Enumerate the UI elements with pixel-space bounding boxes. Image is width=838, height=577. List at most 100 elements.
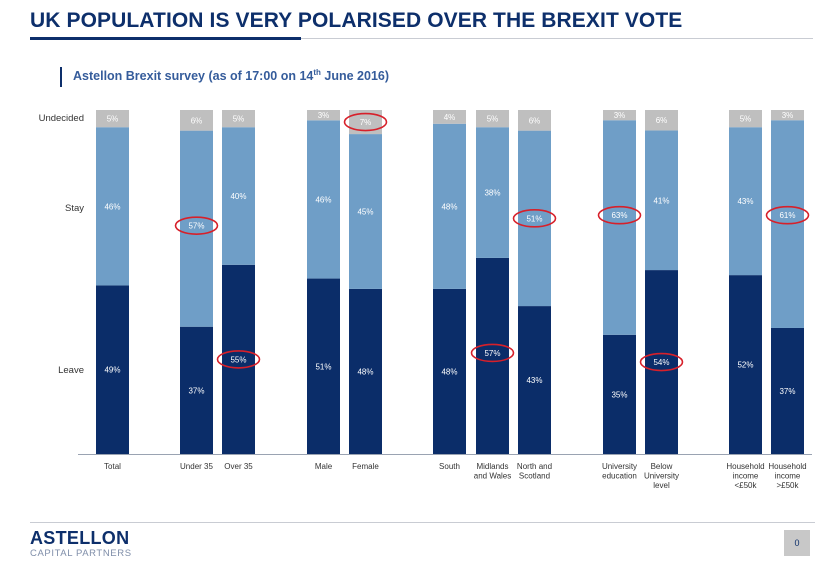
highlight-circle [512,209,557,228]
bar-segment-leave [518,306,551,454]
bar-segment-leave [307,278,340,454]
subtitle-date-end: June 2016) [320,69,390,84]
page-number: 0 [784,530,810,556]
data-label: 37% [779,387,795,396]
bar-segment-stay [180,130,213,327]
bar-segment-stay [222,127,255,265]
data-label: 46% [315,195,331,204]
data-label: 57% [188,222,204,231]
category-label: Household [768,462,806,471]
category-label: Household [726,462,764,471]
bar-segment-stay [729,127,762,276]
data-label: 54% [653,358,669,367]
data-label: 5% [107,115,119,124]
bar-segment-undecided [476,110,509,128]
chart-subtitle: Astellon Brexit survey (as of 17:00 on 1… [73,68,389,83]
row-label-undecided: Undecided [39,113,84,124]
category-label: Below [651,462,673,471]
data-label: 6% [656,116,668,125]
data-label: 7% [360,118,372,127]
data-label: 43% [526,376,542,385]
bar-segment-undecided [307,110,340,121]
bar-segment-leave [180,326,213,454]
category-label: >£50k [776,481,799,490]
data-label: 43% [737,197,753,206]
category-label: <£50k [734,481,757,490]
bar-segment-stay [603,120,636,335]
bar-segment-stay [476,127,509,258]
category-label: University [602,462,637,471]
category-label: Female [352,462,379,471]
category-label: income [775,472,801,481]
highlight-circle [174,216,219,235]
data-label: 51% [526,214,542,223]
row-label-stay: Stay [65,203,84,214]
data-label: 5% [233,115,245,124]
data-label: 48% [357,367,373,376]
category-label: North and [517,462,552,471]
category-label: income [733,472,759,481]
category-label: Under 35 [180,462,213,471]
category-label: University [644,472,679,481]
bar-segment-stay [518,130,551,307]
title-underline [30,37,301,40]
subtitle-accent-bar [60,67,62,87]
data-label: 5% [487,115,499,124]
bar-segment-undecided [222,110,255,128]
data-label: 45% [357,207,373,216]
category-label: Male [315,462,333,471]
data-label: 3% [318,111,330,120]
category-label: education [602,472,637,481]
slide-title: UK POPULATION IS VERY POLARISED OVER THE… [30,9,683,32]
bar-segment-undecided [96,110,129,128]
highlight-circle [216,350,261,369]
data-label: 63% [611,211,627,220]
bar-segment-undecided [433,110,466,124]
company-logo: ASTELLON CAPITAL PARTNERS [30,528,132,559]
bar-segment-leave [729,275,762,454]
bar-segment-leave [771,327,804,454]
data-label: 41% [653,196,669,205]
brexit-stacked-bar-chart: 49% 46% 5% Total 37% 57% 6% Under 35 55% 40% 5% Ove… [39,110,812,490]
category-label: Scotland [519,472,550,481]
data-label: 5% [740,115,752,124]
data-label: 49% [104,366,120,375]
row-label-leave: Leave [58,365,84,376]
bar-segment-leave [645,270,678,454]
bar-segment-leave [222,264,255,454]
bar-segment-leave [603,334,636,454]
bar-segment-stay [645,130,678,271]
bar-segment-leave [476,257,509,454]
data-label: 3% [614,111,626,120]
bar-segment-undecided [603,110,636,121]
highlight-circle [639,352,684,372]
category-label: Midlands [476,462,508,471]
data-label: 4% [444,113,456,122]
highlight-circle [765,205,810,225]
data-label: 61% [779,211,795,220]
data-label: 37% [188,386,204,395]
category-label: Over 35 [224,462,253,471]
data-label: 6% [191,116,203,125]
bar-segment-undecided [645,110,678,131]
data-label: 52% [737,361,753,370]
subtitle-superscript: th [313,68,321,77]
data-label: 3% [782,111,794,120]
data-label: 35% [611,390,627,399]
logo-name: ASTELLON [30,528,130,548]
highlight-circle [597,205,642,225]
footer-divider [30,522,815,523]
title-divider [301,38,813,39]
bar-segment-undecided [729,110,762,128]
bar-segment-leave [96,285,129,454]
data-label: 46% [104,202,120,211]
bar-segment-leave [433,288,466,454]
highlight-circle [470,343,515,363]
bar-segment-undecided [771,110,804,121]
data-label: 57% [484,349,500,358]
data-label: 6% [529,116,541,125]
data-label: 55% [230,355,246,364]
data-label: 48% [441,202,457,211]
data-label: 40% [230,192,246,201]
highlight-circle [343,112,388,132]
